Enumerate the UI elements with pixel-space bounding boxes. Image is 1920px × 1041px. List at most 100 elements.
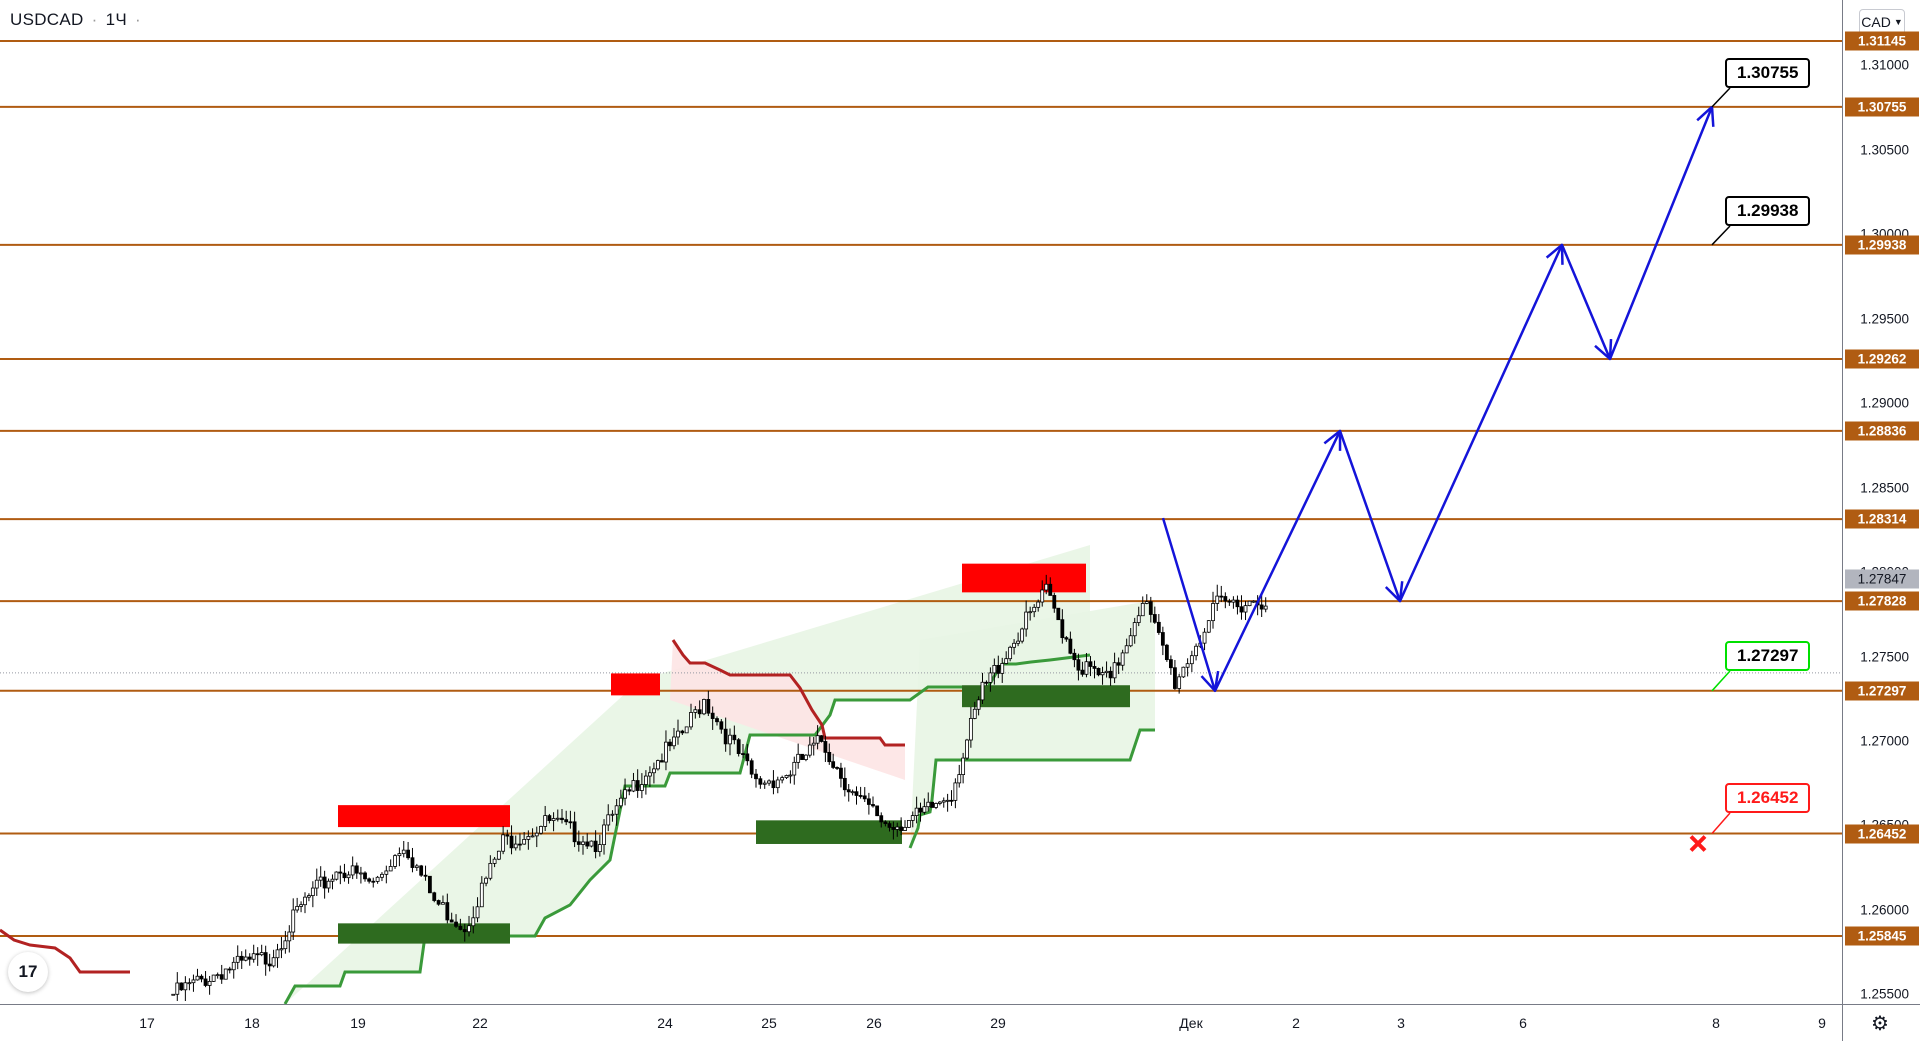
candle-body [476,907,479,918]
candle-body [502,835,505,851]
price-chart[interactable] [0,0,1842,1004]
candle-body [1182,667,1185,677]
candle-body [672,737,675,746]
candle-body [323,877,326,888]
candle-body [300,905,303,907]
candle-body [1244,606,1247,612]
candle-body [808,745,811,755]
candle-body [900,827,903,831]
candle-body [711,713,714,718]
candle-body [1037,602,1040,607]
candle-body [973,709,976,718]
candle-body [398,854,401,856]
candle-body [648,773,651,776]
candle-body [772,781,775,788]
candle-body [433,893,436,901]
gear-icon[interactable]: ⚙ [1871,1011,1889,1036]
callout-stop[interactable]: 1.26452 [1725,783,1810,813]
candle-body [385,871,388,874]
candle-body [1001,663,1004,673]
candle-body [1021,629,1024,641]
level-price-tag: 1.31145 [1845,32,1919,51]
candle-body [919,808,922,812]
candle-body [1057,608,1060,619]
candle-body [573,822,576,842]
candle-body [339,872,342,873]
candle-body [636,781,639,791]
candle-body [200,976,203,979]
candle-body [632,781,635,792]
candle-body [797,754,800,762]
candle-body [1125,646,1128,653]
candle-body [938,802,941,803]
tradingview-logo-icon[interactable]: 17 [8,952,48,992]
candle-body [607,815,610,825]
candle-body [1224,597,1227,602]
price-axis[interactable]: CAD▼ 1.310001.305001.300001.295001.29000… [1842,0,1920,1004]
candle-body [958,775,961,783]
callout-entry[interactable]: 1.27297 [1725,641,1810,671]
candle-body [694,710,697,713]
candle-body [1190,656,1193,664]
candle-body [1153,614,1156,622]
candle-body [966,740,969,758]
candle-body [863,796,866,799]
time-tick-label: 2 [1292,1015,1300,1031]
candle-body [1161,633,1164,646]
currency-label: CAD [1861,14,1891,30]
candle-body [1053,595,1056,608]
callout-target-2[interactable]: 1.29938 [1725,196,1810,226]
candle-body [950,800,953,801]
candle-body [351,866,354,875]
candle-body [985,682,988,683]
candle-body [437,901,440,905]
candle-body [707,699,710,713]
candle-body [485,878,488,883]
candle-body [716,719,719,722]
candle-body [582,842,585,845]
candle-body [977,700,980,709]
candle-body [793,762,796,775]
time-tick-label: 17 [139,1015,155,1031]
candle-body [923,807,926,813]
candle-body [252,954,255,960]
candle-body [781,778,784,780]
candle-body [276,950,279,958]
candle-body [489,863,492,878]
time-tick-label: 25 [761,1015,777,1031]
candle-body [724,729,727,744]
level-price-tag: 1.27828 [1845,592,1919,611]
candle-body [1097,668,1100,674]
candle-body [1178,677,1181,689]
chart-area[interactable]: USDCAD · 1Ч · 1.30755 1.29938 1.27297 1.… [0,0,1842,1004]
candle-body [1248,601,1251,605]
candle-body [1017,641,1020,643]
callout-pointer [1712,813,1730,834]
candle-body [876,806,879,816]
support-zone [338,923,510,943]
candle-body [1101,673,1104,675]
candle-body [493,859,496,863]
candle-body [463,930,466,932]
callout-target-1[interactable]: 1.30755 [1725,58,1810,88]
title-separator: · [135,10,141,29]
candle-body [424,875,427,876]
candle-body [1109,671,1112,678]
candle-body [459,926,462,929]
candle-body [603,825,606,845]
candle-body [415,866,418,868]
candle-body [411,858,414,868]
candle-body [455,922,458,926]
callout-target-1-value: 1.30755 [1737,63,1798,83]
candle-body [690,712,693,726]
candle-body [1093,666,1096,668]
price-tick-label: 1.30500 [1860,142,1909,157]
interval-label[interactable]: 1Ч [106,10,127,29]
symbol-title[interactable]: USDCAD · 1Ч · [10,10,144,30]
candle-body [1145,602,1148,604]
candle-body [402,850,405,854]
candle-body [296,906,299,910]
candle-body [615,806,618,814]
candle-body [927,802,930,806]
